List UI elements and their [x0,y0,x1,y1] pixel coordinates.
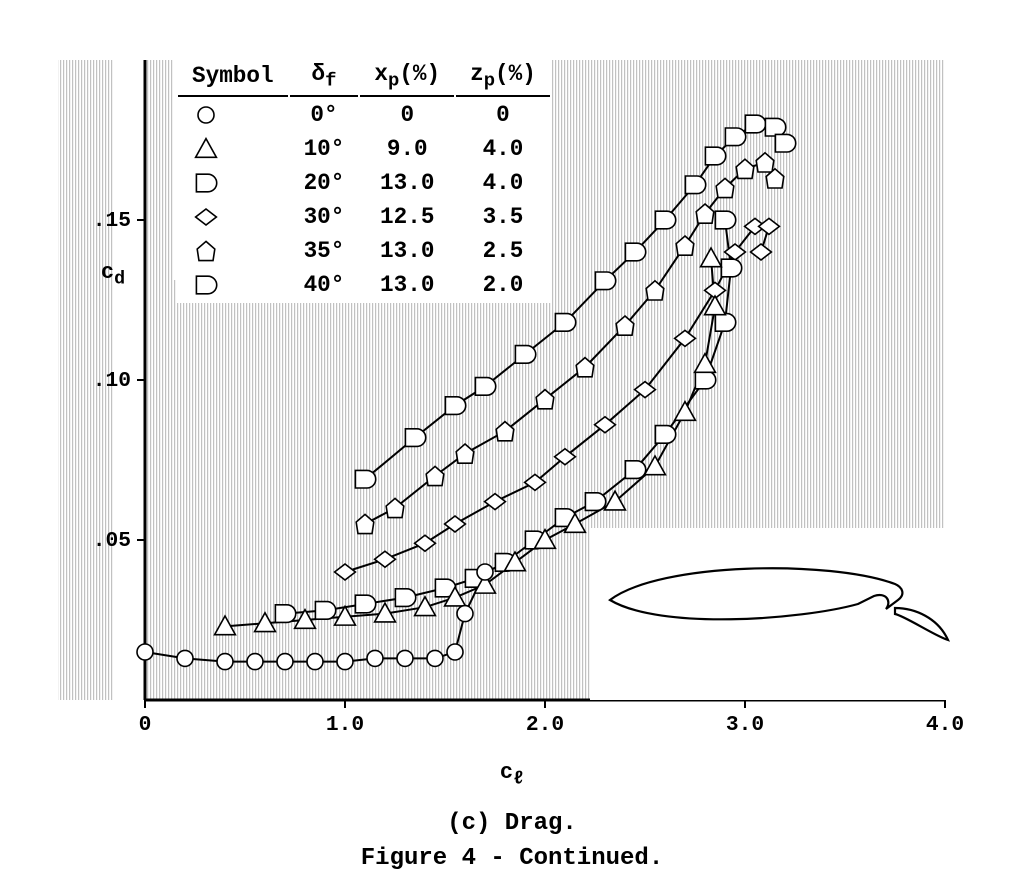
legend-marker-icon [192,171,220,195]
legend-marker-icon [192,273,220,297]
legend-cell-xp: 13.0 [360,167,454,199]
legend-cell-delta: 0° [290,99,359,131]
legend-cell-delta: 10° [290,133,359,165]
data-marker [367,650,383,666]
legend-row: 10°9.04.0 [178,133,550,165]
legend-cell-zp: 4.0 [456,167,550,199]
legend-cell-xp: 13.0 [360,235,454,267]
data-marker [475,378,495,396]
data-marker [695,371,715,389]
legend-row: 40°13.02.0 [178,269,550,301]
legend-marker-icon [192,205,220,229]
legend-row: 35°13.02.5 [178,235,550,267]
x-tick-label: 2.0 [526,713,564,737]
y-tick-label: .10 [93,369,131,393]
legend-cell-zp: 2.5 [456,235,550,267]
y-tick-label: .15 [93,209,131,233]
figure-container: 0 1.0 2.0 3.0 4.0 .05 .10 .15 cd cℓ Symbolδfxp(… [0,0,1024,887]
data-marker [275,605,295,623]
data-marker [217,654,233,670]
data-marker [745,115,765,133]
data-marker [395,589,415,607]
data-marker [405,429,425,447]
data-marker [355,470,375,488]
x-tick-label: 1.0 [326,713,364,737]
data-marker [247,654,263,670]
data-marker [355,595,375,613]
legend-col-symbol: Symbol [178,58,288,97]
data-marker [625,243,645,261]
figure-caption: Figure 4 - Continued. [0,845,1024,872]
data-marker [515,346,535,364]
legend-cell-delta: 20° [290,167,359,199]
data-marker [477,564,493,580]
data-marker [337,654,353,670]
legend-cell-zp: 2.0 [456,269,550,301]
airfoil-flap-icon [895,608,948,640]
data-marker [775,134,795,152]
data-marker [685,176,705,194]
legend-cell-xp: 12.5 [360,201,454,233]
data-marker [427,650,443,666]
legend-col-zp_html: zp(%) [456,58,550,97]
data-marker [725,128,745,146]
airfoil-main-icon [610,568,902,619]
data-marker [447,644,463,660]
airfoil-inset [590,528,946,700]
data-marker [137,644,153,660]
data-marker [445,397,465,415]
legend-cell-delta: 40° [290,269,359,301]
legend-marker-icon [192,239,220,263]
data-marker [715,314,735,332]
x-axis-label: cℓ [0,760,1024,789]
legend-col-xp_html: xp(%) [360,58,454,97]
data-marker [721,259,741,277]
data-marker [655,211,675,229]
legend-cell-delta: 35° [290,235,359,267]
legend-cell-delta: 30° [290,201,359,233]
data-marker [585,493,605,511]
data-marker [625,461,645,479]
x-tick-label: 0 [139,713,152,737]
data-marker [765,118,785,136]
y-tick-label: .05 [93,529,131,553]
y-axis-label: cd [88,260,138,289]
legend-marker-icon [192,103,220,127]
data-marker [705,147,725,165]
legend-cell-xp: 0 [360,99,454,131]
data-marker [595,272,615,290]
data-marker [655,426,675,444]
legend-cell-zp: 0 [456,99,550,131]
data-marker [715,211,735,229]
data-marker [307,654,323,670]
legend-marker-icon [192,137,220,161]
legend-row: 30°12.53.5 [178,201,550,233]
data-marker [555,314,575,332]
x-tick-label: 3.0 [726,713,764,737]
legend-table: Symbolδfxp(%)zp(%) 0°0010°9.04.020°13.04… [176,56,552,303]
data-marker [277,654,293,670]
legend-header-row: Symbolδfxp(%)zp(%) [178,58,550,97]
data-marker [315,602,335,620]
legend-row: 0°00 [178,99,550,131]
subfigure-caption: (c) Drag. [0,810,1024,837]
data-marker [177,650,193,666]
legend-col-delta_html: δf [290,58,359,97]
legend-cell-zp: 4.0 [456,133,550,165]
data-marker [457,606,473,622]
legend-cell-xp: 9.0 [360,133,454,165]
data-marker [397,650,413,666]
legend-row: 20°13.04.0 [178,167,550,199]
legend-cell-zp: 3.5 [456,201,550,233]
legend-cell-xp: 13.0 [360,269,454,301]
x-tick-label: 4.0 [926,713,964,737]
